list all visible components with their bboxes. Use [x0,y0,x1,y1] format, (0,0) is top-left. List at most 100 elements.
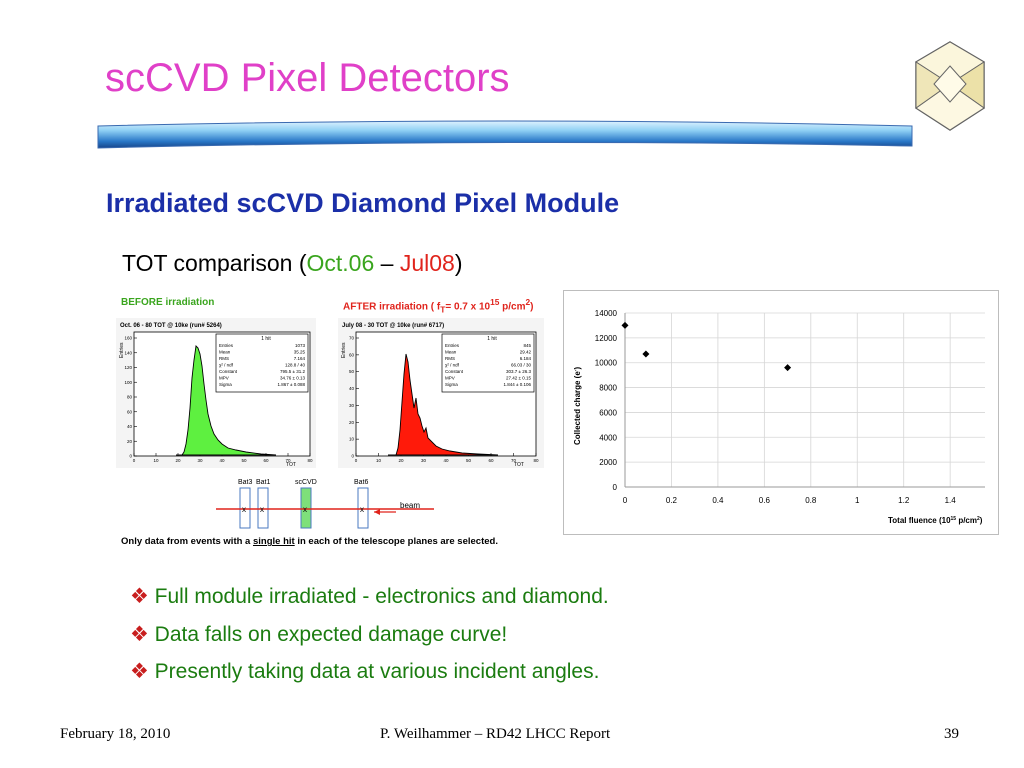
right-x-tick-label: 60 [488,458,494,463]
before-histogram: Oct. 06 - 80 TOT @ 10ke (run# 5264) Entr… [116,318,316,468]
chart-x-axis-label: Total fluence (1015 p/cm2) [888,516,983,525]
right-stat-name: χ² / ndf [445,363,460,368]
right-stat-value: 303.7 ± 26.3 [506,369,531,374]
chart-gridlines [624,312,985,488]
after-label-d: ) [530,301,534,313]
left-stat-value: 34.76 ± 0.13 [280,376,305,381]
chart-data-point [621,321,629,329]
selection-note: Only data from events with a single hit … [121,536,498,547]
left-stat-value: 128.8 / 40 [285,363,306,368]
right-stat-name: Entries [445,343,460,348]
right-x-tick-label: 40 [443,458,449,463]
right-x-tick-label: 0 [355,458,358,463]
right-stat-name: RMS [445,356,455,361]
after-irradiation-label: AFTER irradiation ( fT= 0.7 x 1015 p/cm2… [343,297,533,314]
note-post: in each of the telescope planes are sele… [294,536,498,547]
left-x-tick-label: 70 [285,458,291,463]
footer-page-number: 39 [944,726,959,742]
after-histogram: July 08 - 30 TOT @ 10ke (run# 6717) Entr… [338,318,544,468]
left-x-tick-label: 40 [219,458,225,463]
diamond-crystal-logo-icon [915,41,985,131]
right-x-tick-label: 80 [533,458,539,463]
left-hist-title: Oct. 06 - 80 TOT @ 10ke (run# 5264) [120,323,222,329]
telescope-label-bat6: Bat6 [354,479,369,486]
right-x-tick-label: 20 [398,458,404,463]
bullet-3-glyph-icon: ❖ [130,660,149,683]
right-y-tick-label: 30 [349,403,355,408]
chart-x-ticks: 0 0.2 0.4 0.6 0.8 1 1.2 1.4 [623,496,956,505]
left-x-ticks: 0 10 20 30 40 50 60 70 80 [133,453,313,463]
bullet-2: ❖ Data falls on expected damage curve! [130,622,507,647]
svg-text:x: x [260,505,264,514]
tot-heading-prefix: TOT comparison ( [122,250,307,276]
left-stat-name: Constant [219,369,238,374]
telescope-label-sccvd: scCVD [295,479,317,486]
left-stat-name: Entries [219,343,234,348]
slide-title: scCVD Pixel Detectors [105,56,510,100]
after-label-sup: 15 [490,297,500,307]
chart-y-tick-label: 2000 [599,458,617,467]
after-label-sub: T [440,304,446,315]
chart-x-tick-label: 0.6 [759,496,771,505]
right-y-axis-label: Entries [341,342,347,358]
left-y-tick-label: 80 [127,395,133,400]
tot-heading-sep: – [374,250,400,276]
tot-heading-oct: Oct.06 [306,250,375,276]
right-x-tick-label: 50 [466,458,472,463]
svg-text:x: x [303,505,307,514]
right-y-tick-label: 50 [349,369,355,374]
note-pre: Only data from events with a [121,536,253,547]
plane-bat1 [257,487,269,529]
chart-x-tick-label: 0 [623,496,628,505]
right-stats-box [441,333,535,393]
right-stats-rows: Entries 845 Mean 29.42 RMS 6.184 χ² / ndf 66.03… [445,343,531,387]
right-stat-value: 27.42 ± 0.15 [506,376,531,381]
bullet-3-text: Presently taking data at various inciden… [154,660,600,683]
right-y-tick-label: 60 [349,352,355,357]
section-subtitle: Irradiated scCVD Diamond Pixel Module [106,188,620,218]
chart-y-tick-label: 6000 [599,408,617,417]
left-stats-box [215,333,309,393]
plane-sccvd [300,487,312,529]
left-stat-name: χ² / ndf [219,363,234,368]
left-stats-rows: Entries 1073 Mean 35.25 RMS 7.164 χ² / ndf 128.… [219,343,305,387]
beam-arrow-head-icon [374,509,380,515]
telescope-label-bat3: Bat3 [238,479,253,486]
right-x-axis-label: TOT [514,462,524,468]
left-x-tick-label: 20 [175,458,181,463]
tot-heading-suffix: ) [454,250,463,276]
after-label-c: p/cm [499,301,526,313]
beam-label: beam [400,501,420,510]
chart-x-tick-label: 1.4 [945,496,957,505]
right-stat-value: 29.42 [520,350,532,355]
left-y-ticks: 0 20 40 60 80 100 120 140 160 [124,336,137,459]
chart-x-tick-label: 0.8 [805,496,817,505]
left-stat-name: RMS [219,356,229,361]
right-stat-name: MPV [445,376,455,381]
bullet-2-text: Data falls on expected damage curve! [154,623,508,646]
right-y-tick-label: 20 [349,420,355,425]
left-stat-name: MPV [219,376,229,381]
left-x-tick-label: 50 [241,458,247,463]
chart-data-point [642,350,650,358]
svg-text:x: x [360,505,364,514]
right-hist-title: July 08 - 30 TOT @ 10ke (run# 6717) [342,323,444,329]
right-stat-value: 1.844 ± 0.106 [504,382,532,387]
left-y-tick-label: 40 [127,424,133,429]
right-y-tick-label: 40 [349,386,355,391]
before-histogram-area [176,345,277,456]
right-stats-head: 1 hit [487,336,497,342]
left-x-tick-label: 60 [263,458,269,463]
chart-y-tick-label: 14000 [595,309,618,318]
after-histogram-area [388,353,499,456]
charge-vs-fluence-chart: 0 2000 4000 6000 8000 10000 12000 14000 0 0.2 0.4… [563,290,999,535]
right-y-tick-label: 70 [349,336,355,341]
right-stat-name: Constant [445,369,464,374]
after-label-a: AFTER irradiation ( f [343,301,441,313]
bullet-3: ❖ Presently taking data at various incid… [130,659,599,684]
after-label-b: = 0.7 x 10 [445,301,491,313]
left-stat-value: 795.5 ± 31.2 [280,369,305,374]
left-y-tick-label: 60 [127,409,133,414]
left-x-tick-label: 10 [153,458,159,463]
left-x-tick-label: 0 [133,458,136,463]
